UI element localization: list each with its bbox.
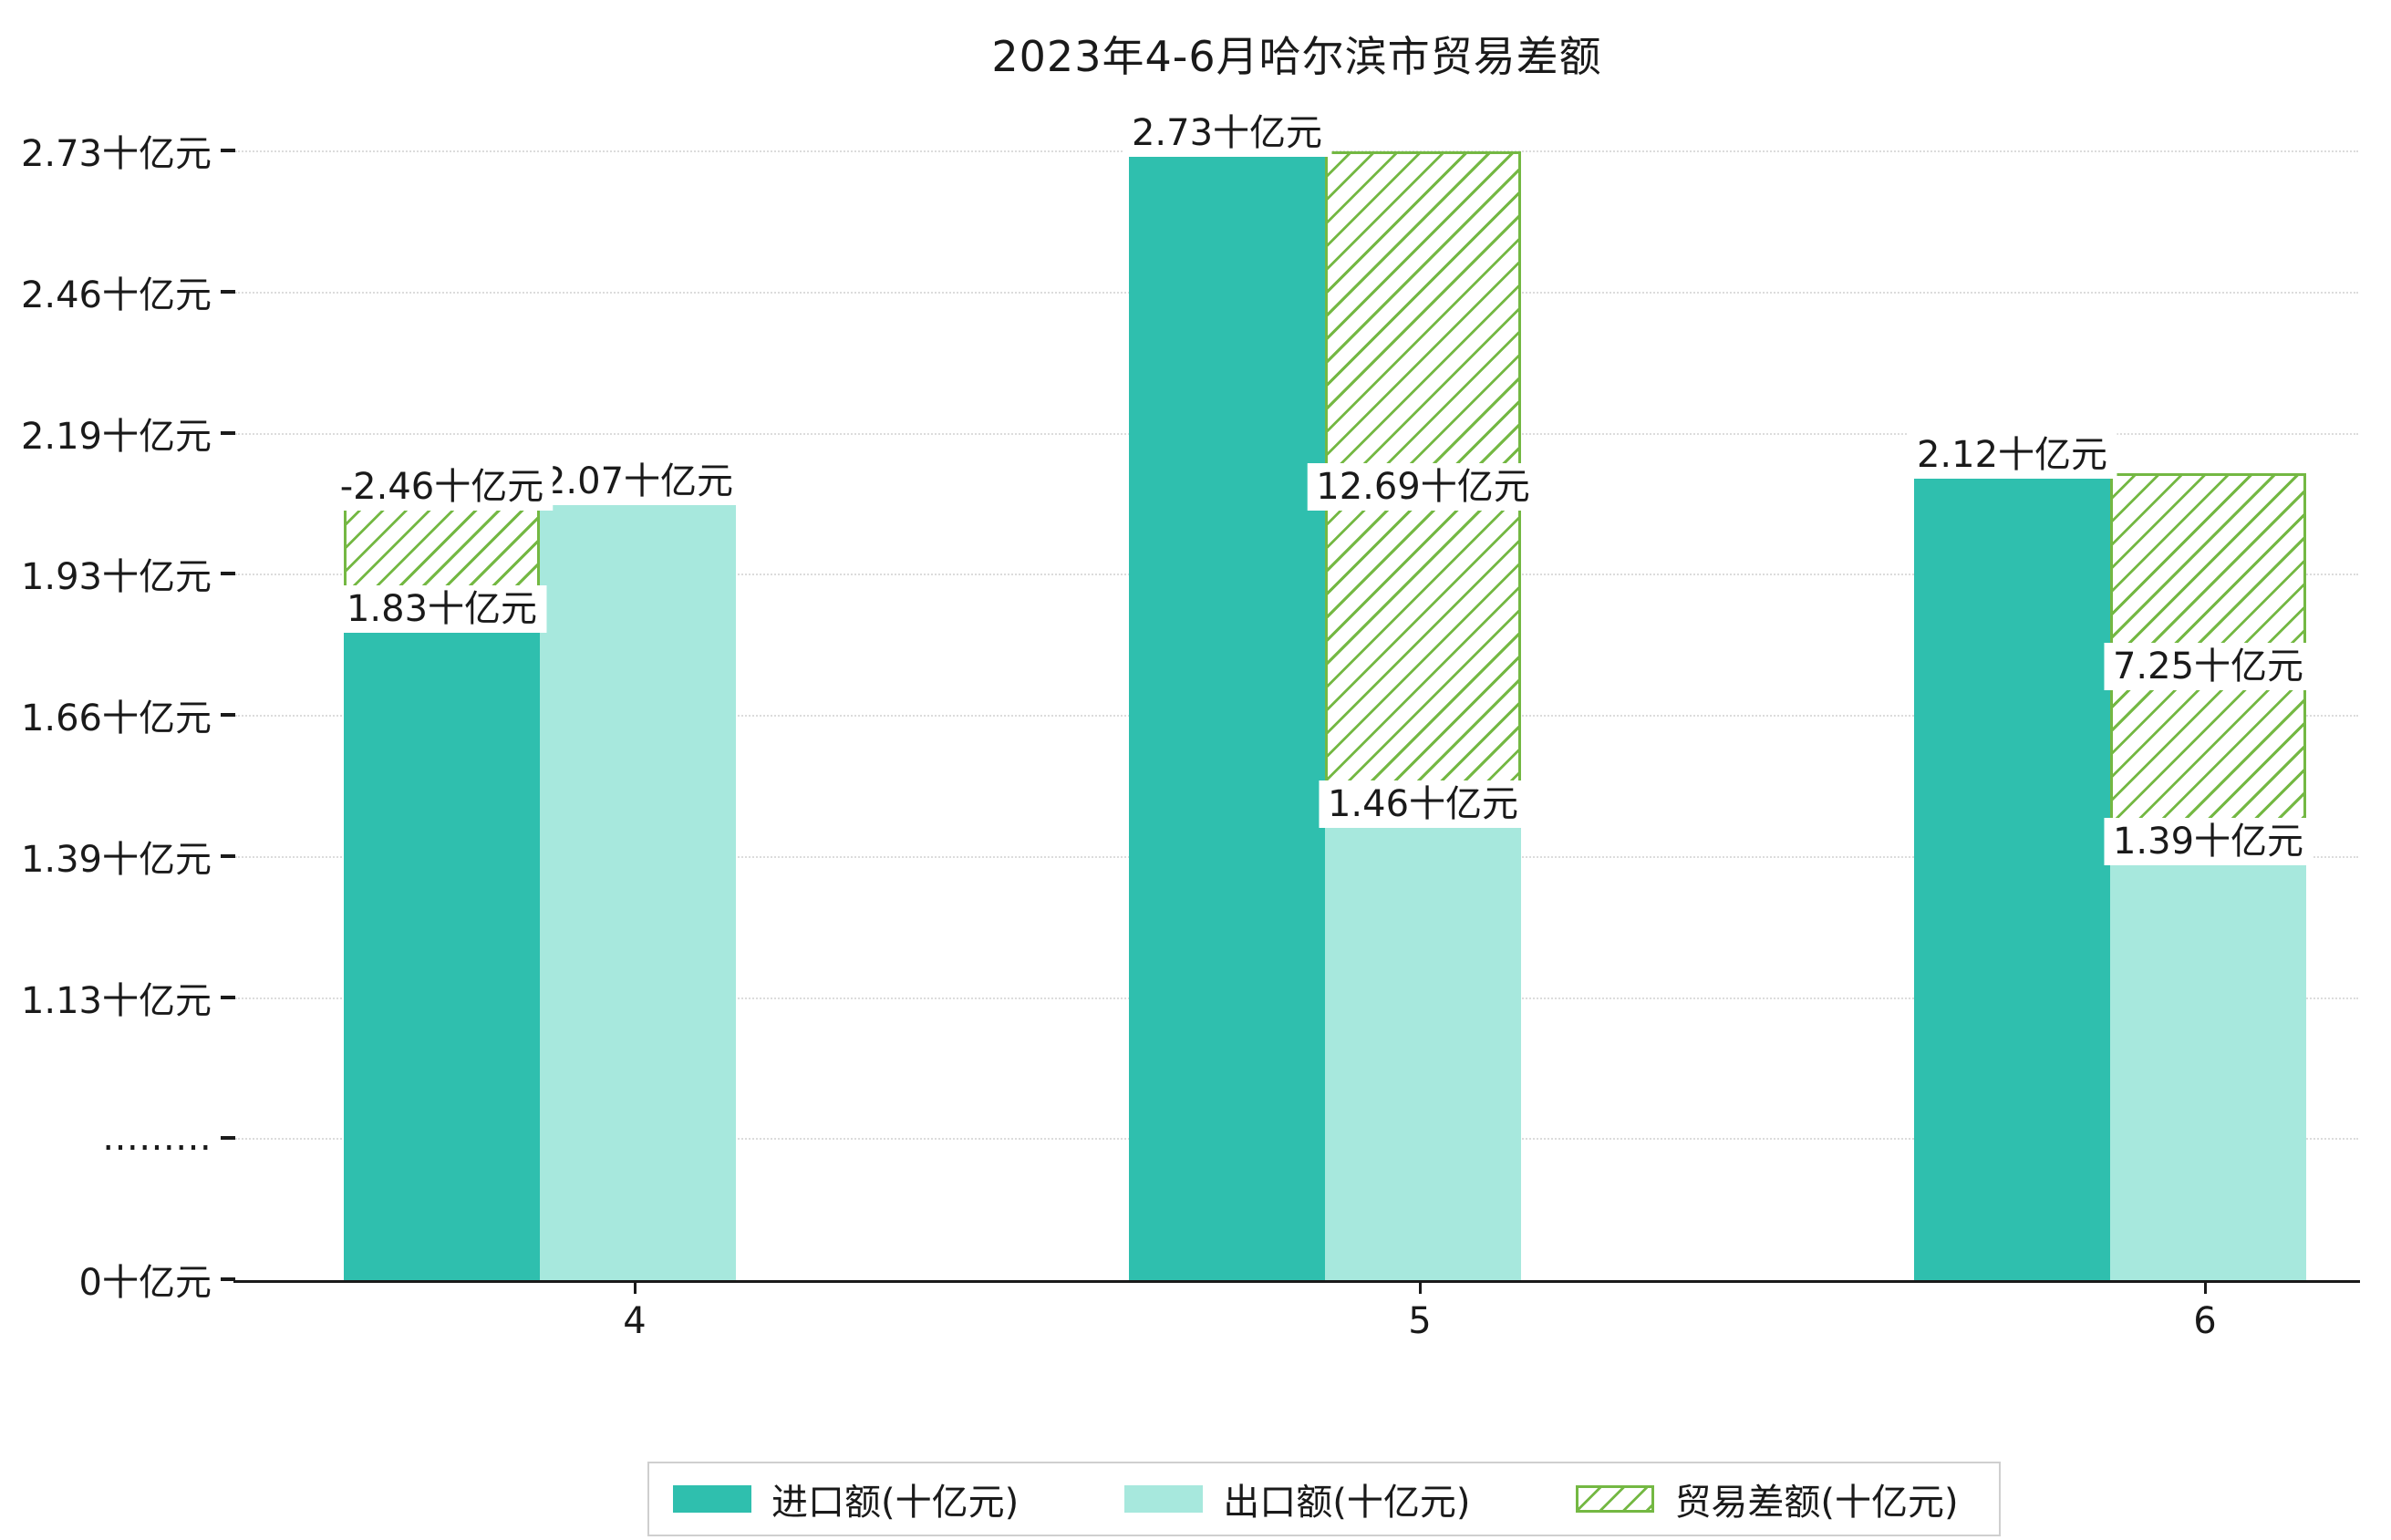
y-tick-label: 2.46十亿元 bbox=[20, 274, 212, 316]
y-tick-label: 1.39十亿元 bbox=[20, 838, 212, 881]
x-tick-mark bbox=[1419, 1283, 1422, 1294]
export-bar bbox=[1325, 822, 1521, 1281]
export-value-label: 1.39十亿元 bbox=[2103, 817, 2313, 865]
legend-label-diff: 贸易差额(十亿元) bbox=[1674, 1482, 1959, 1524]
legend-label-import: 进口额(十亿元) bbox=[771, 1482, 1020, 1524]
trade-diff-value-label: -2.46十亿元 bbox=[330, 463, 554, 512]
y-tick-label: 1.66十亿元 bbox=[20, 698, 212, 739]
export-value-label: 2.07十亿元 bbox=[533, 458, 743, 506]
y-tick-label: 1.93十亿元 bbox=[20, 556, 212, 599]
import-bar bbox=[344, 626, 540, 1281]
trade-diff-value-label: 12.69十亿元 bbox=[1307, 462, 1539, 511]
x-axis-line bbox=[233, 1280, 2360, 1283]
legend-item-diff: 贸易差额(十亿元) bbox=[1576, 1473, 1959, 1525]
import-bar bbox=[1129, 150, 1325, 1281]
legend-item-import: 进口额(十亿元) bbox=[673, 1473, 1019, 1525]
export-series-swatch bbox=[1124, 1485, 1204, 1513]
y-tick-mark bbox=[221, 289, 235, 294]
y-tick-mark bbox=[221, 1136, 235, 1141]
import-series-swatch bbox=[673, 1485, 751, 1513]
export-bar bbox=[540, 500, 736, 1281]
y-tick-mark bbox=[221, 1277, 235, 1281]
y-tick-mark bbox=[221, 430, 235, 435]
chart-title: 2023年4-6月哈尔滨市贸易差额 bbox=[991, 32, 1602, 81]
trade-diff-value-label: 7.25十亿元 bbox=[2103, 643, 2313, 690]
y-tick-mark bbox=[221, 713, 235, 717]
trade-diff-series-swatch bbox=[1576, 1485, 1655, 1513]
y-tick-label: 0十亿元 bbox=[78, 1262, 212, 1304]
y-tick-mark bbox=[221, 995, 235, 999]
x-tick-label: 6 bbox=[2193, 1300, 2217, 1342]
export-value-label: 1.46十亿元 bbox=[1318, 780, 1528, 829]
y-tick-mark bbox=[221, 572, 235, 576]
import-value-label: 2.12十亿元 bbox=[1907, 431, 2117, 480]
y-tick-mark bbox=[221, 149, 235, 152]
legend: 进口额(十亿元) 出口额(十亿元) 贸易差额(十亿元) bbox=[647, 1462, 2001, 1536]
x-tick-label: 4 bbox=[623, 1300, 647, 1342]
legend-label-export: 出口额(十亿元) bbox=[1223, 1482, 1471, 1524]
import-bar bbox=[1914, 473, 2110, 1281]
import-value-label: 2.73十亿元 bbox=[1122, 109, 1332, 157]
y-tick-mark bbox=[221, 853, 235, 858]
import-value-label: 1.83十亿元 bbox=[336, 584, 547, 633]
y-tick-label: 1.13十亿元 bbox=[20, 979, 212, 1022]
y-tick-label: ……… bbox=[102, 1117, 212, 1160]
y-tick-label: 2.19十亿元 bbox=[20, 415, 212, 458]
x-tick-mark bbox=[2204, 1283, 2207, 1294]
y-tick-label: 2.73十亿元 bbox=[20, 133, 212, 175]
export-bar bbox=[2110, 859, 2306, 1281]
x-tick-label: 5 bbox=[1408, 1300, 1432, 1342]
legend-item-export: 出口额(十亿元) bbox=[1124, 1473, 1470, 1525]
x-tick-mark bbox=[634, 1283, 637, 1294]
